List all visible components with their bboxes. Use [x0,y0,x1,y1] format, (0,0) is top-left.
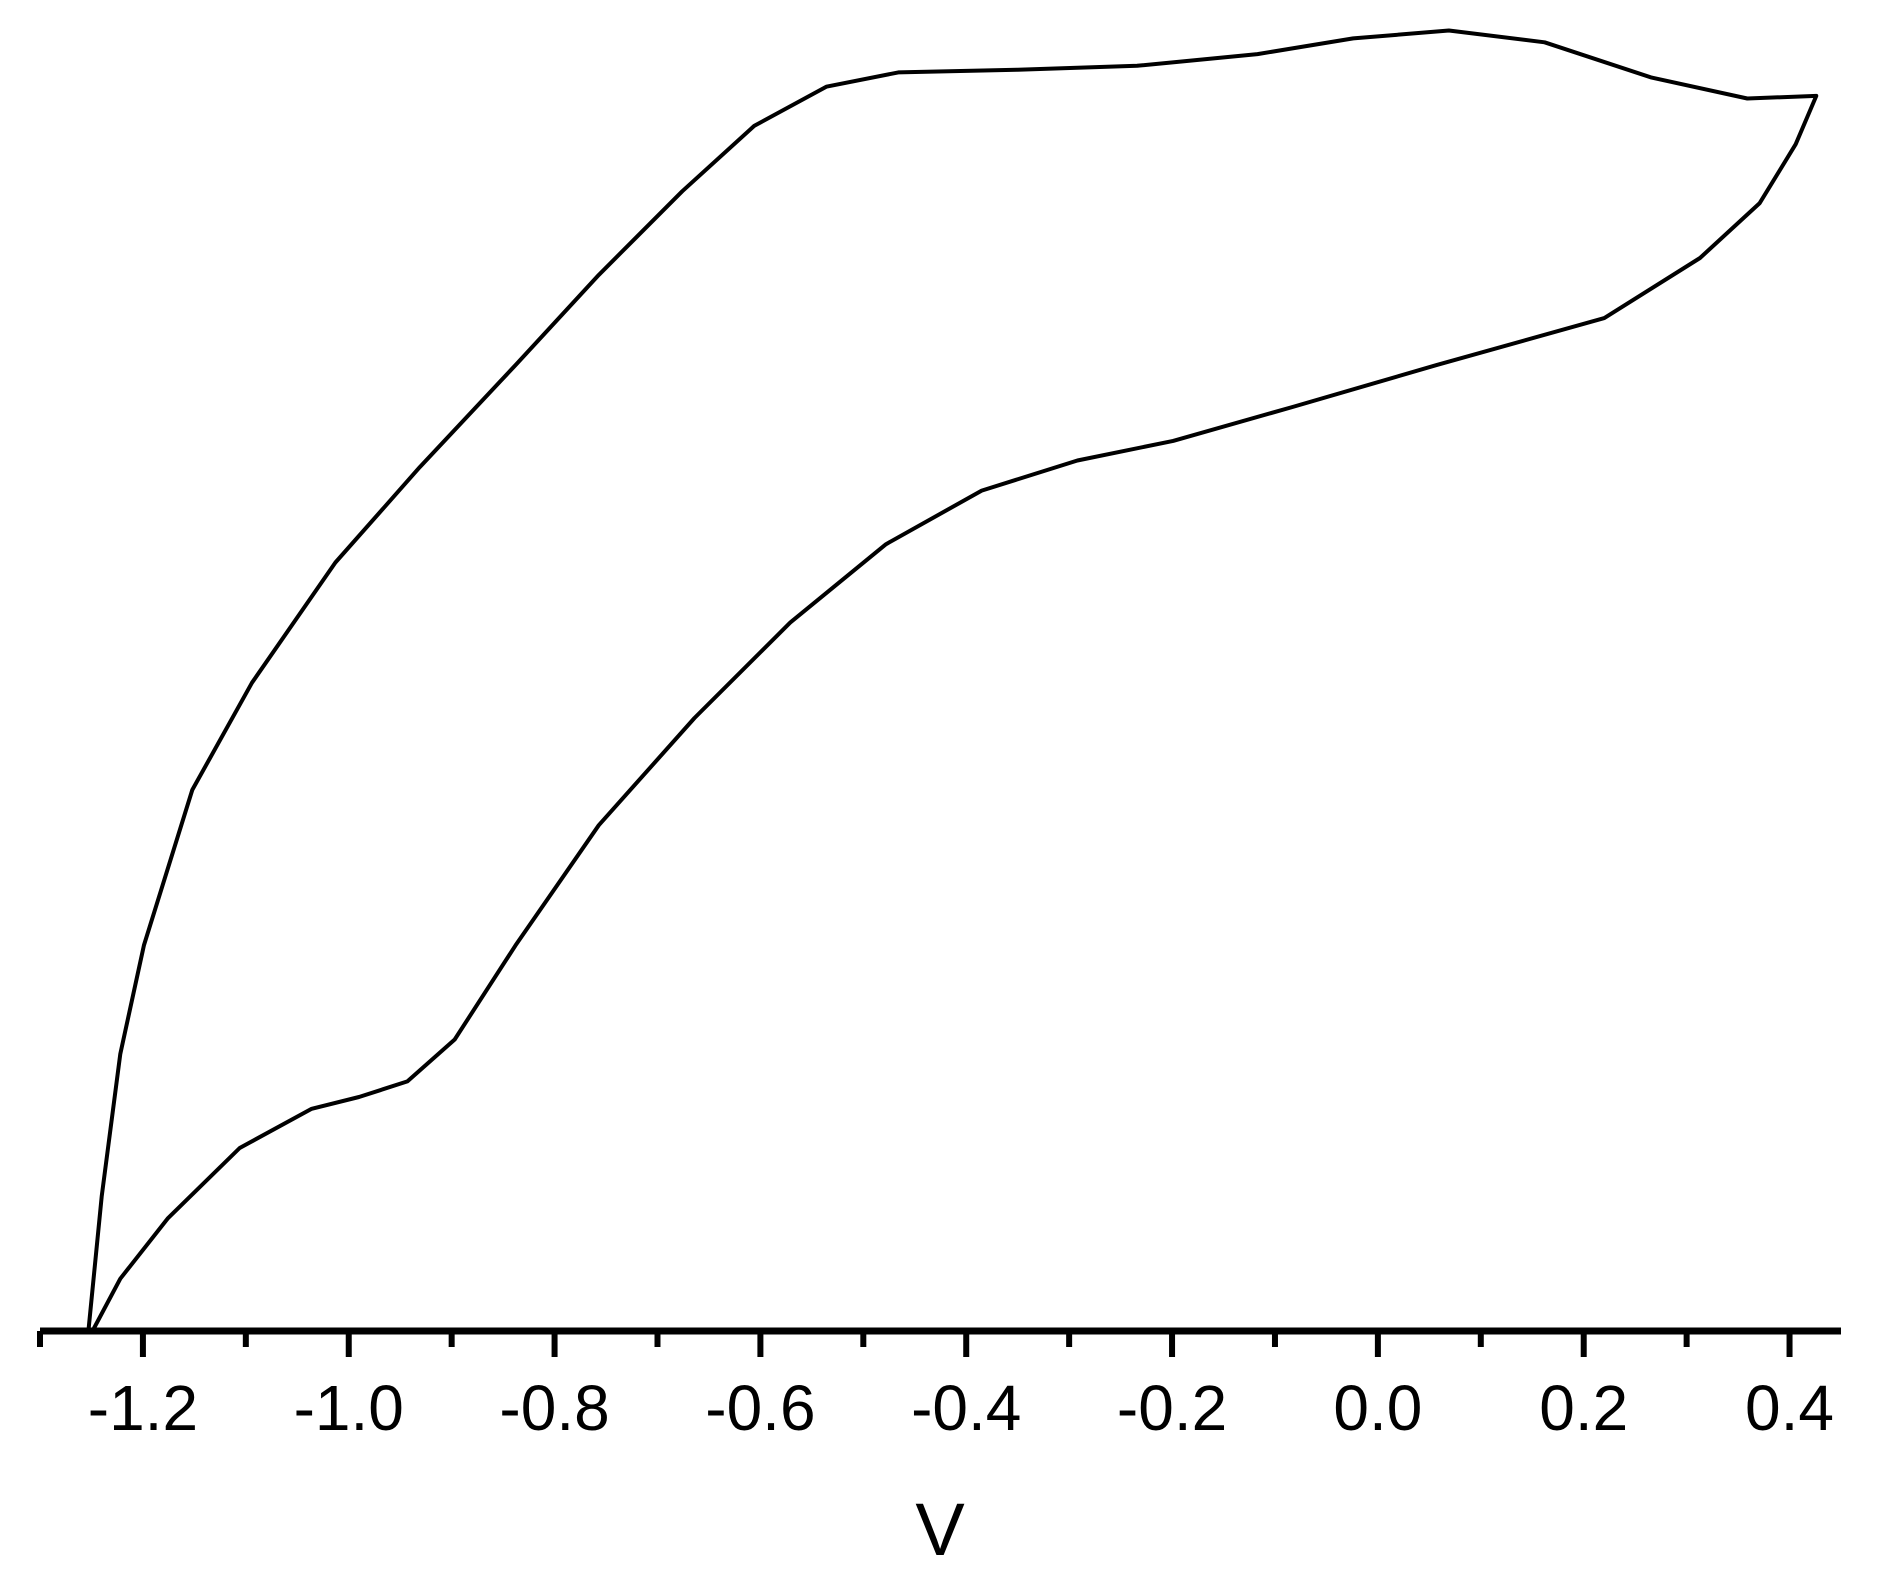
x-tick-label: 0.2 [1539,1372,1628,1444]
x-tick-label: -0.6 [705,1372,815,1444]
data-line [86,28,1819,1332]
x-axis-label: V [915,1488,965,1571]
x-tick-label: -0.2 [1117,1372,1227,1444]
x-tick-label: -0.4 [911,1372,1021,1444]
x-tick-label: -1.2 [88,1372,198,1444]
x-tick-label: 0.4 [1745,1372,1834,1444]
x-tick-label: 0.0 [1333,1372,1422,1444]
x-tick-label: -0.8 [499,1372,609,1444]
x-tick-label: -1.0 [294,1372,404,1444]
